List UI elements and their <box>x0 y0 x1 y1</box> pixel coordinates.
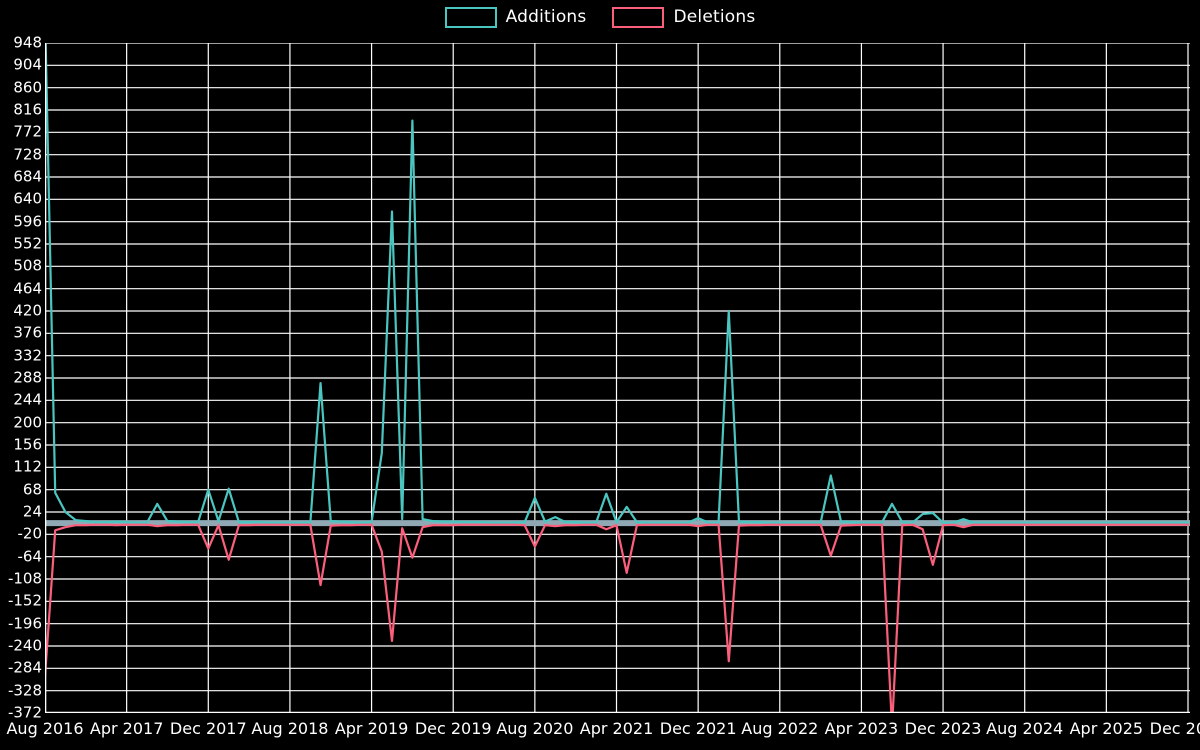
y-tick-label: 904 <box>13 55 42 74</box>
y-tick-label: -64 <box>17 547 43 566</box>
y-tick-label: 640 <box>13 189 42 208</box>
y-tick-label: 728 <box>13 145 42 164</box>
y-tick-label: 552 <box>13 234 42 253</box>
y-axis-labels: 948 904 860 816 772 728 684 640 596 552 508 464 420 3… <box>0 35 43 720</box>
x-tick-label: Dec 2021 <box>659 719 737 738</box>
y-tick-label: 68 <box>22 480 42 499</box>
y-tick-label: 332 <box>13 346 42 365</box>
x-tick-label: Apr 2023 <box>824 719 899 738</box>
y-tick-label: 464 <box>13 279 42 298</box>
x-tick-label: Apr 2019 <box>334 719 409 738</box>
y-tick-label: 24 <box>22 502 42 521</box>
legend-entry-deletions[interactable]: Deletions <box>612 6 756 28</box>
legend-swatch-deletions-icon <box>612 6 665 28</box>
series-lines <box>45 43 1190 713</box>
x-tick-label: Apr 2017 <box>89 719 164 738</box>
x-tick-label: Aug 2018 <box>251 719 329 738</box>
x-tick-label: Aug 2016 <box>6 719 84 738</box>
y-tick-label: 288 <box>13 368 42 387</box>
legend-swatch-additions-icon <box>444 6 497 28</box>
legend-label-deletions: Deletions <box>673 7 756 27</box>
y-tick-label: 200 <box>13 413 42 432</box>
x-tick-label: Dec 2025 <box>1149 719 1200 738</box>
y-tick-label: 684 <box>13 167 42 186</box>
x-tick-label: Apr 2021 <box>579 719 654 738</box>
y-tick-label: -108 <box>7 569 42 588</box>
y-tick-label: 112 <box>13 457 42 476</box>
legend-label-additions: Additions <box>505 7 587 27</box>
y-tick-label: -240 <box>7 636 42 655</box>
y-tick-label: 860 <box>13 78 42 97</box>
x-tick-label: Aug 2020 <box>496 719 574 738</box>
plot-area <box>45 43 1190 713</box>
x-tick-label: Aug 2022 <box>741 719 819 738</box>
chart-legend: Additions Deletions <box>0 0 1200 34</box>
series-line-deletions <box>45 523 1190 713</box>
series-line-additions <box>45 43 1190 524</box>
y-tick-label: 772 <box>13 122 42 141</box>
x-tick-label: Dec 2023 <box>904 719 982 738</box>
y-tick-label: 244 <box>13 390 42 409</box>
x-tick-label: Dec 2019 <box>414 719 492 738</box>
y-tick-label: -284 <box>7 658 42 677</box>
x-tick-label: Apr 2025 <box>1069 719 1144 738</box>
plot-svg <box>45 43 1190 713</box>
x-axis-labels: Aug 2016 Apr 2017 Dec 2017 Aug 2018 Apr 2019… <box>0 716 1200 750</box>
y-tick-label: -196 <box>7 614 42 633</box>
axis-lines <box>45 43 1190 713</box>
y-tick-label: 948 <box>13 33 42 52</box>
y-tick-label: 156 <box>13 435 42 454</box>
y-tick-label: -20 <box>17 524 43 543</box>
legend-entry-additions[interactable]: Additions <box>444 6 587 28</box>
y-tick-label: 508 <box>13 256 42 275</box>
y-tick-label: 376 <box>13 323 42 342</box>
y-tick-label: 816 <box>13 100 42 119</box>
x-tick-label: Dec 2017 <box>169 719 247 738</box>
y-tick-label: 596 <box>13 212 42 231</box>
x-tick-label: Aug 2024 <box>986 719 1064 738</box>
y-tick-label: -328 <box>7 681 42 700</box>
y-tick-label: -152 <box>7 591 42 610</box>
gridlines <box>45 43 1190 713</box>
y-tick-label: -372 <box>7 703 42 722</box>
y-tick-label: 420 <box>13 301 42 320</box>
